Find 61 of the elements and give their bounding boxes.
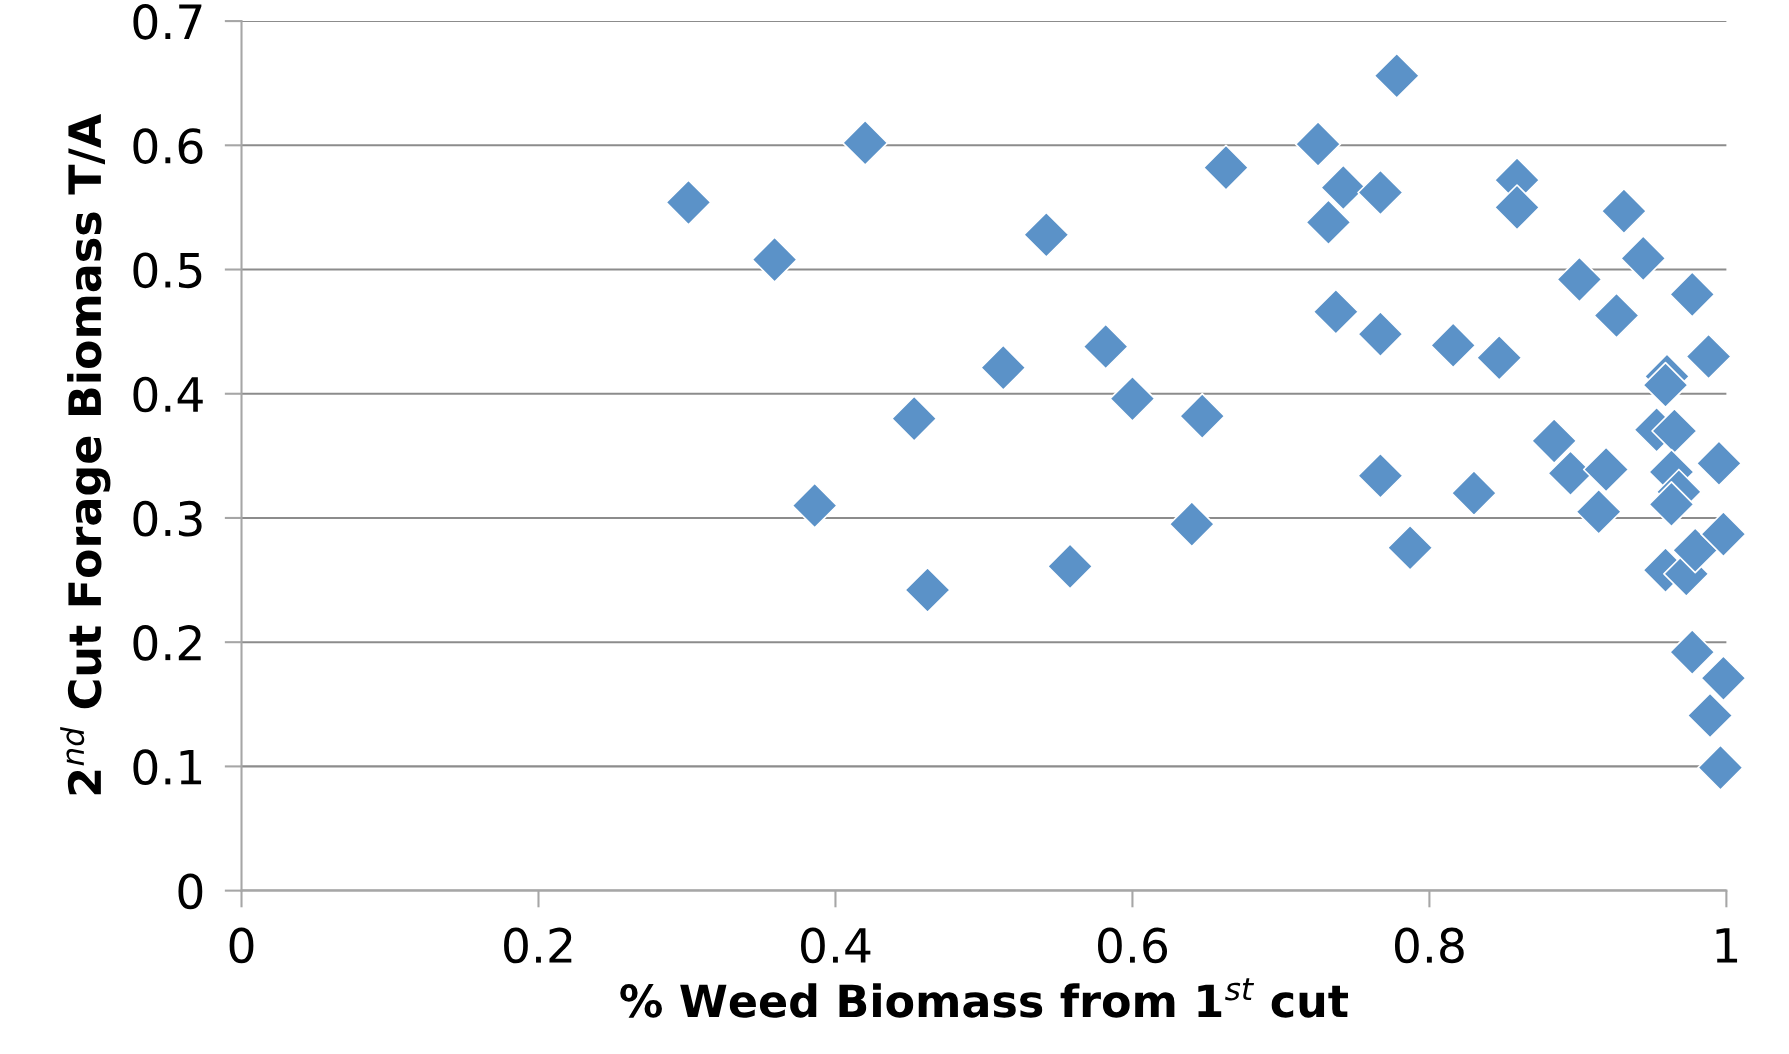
point (1023, 211, 1070, 258)
x-tick-label: 0.6 (1098, 927, 1168, 964)
point (1651, 407, 1698, 455)
point (1700, 654, 1747, 702)
x-tick-label: 0.2 (504, 927, 572, 964)
y-tick-label: 0.5 (133, 252, 202, 289)
point (1357, 310, 1404, 358)
point (1685, 333, 1732, 380)
x-tick-label: 0.4 (801, 927, 871, 964)
point (1697, 744, 1744, 791)
point (1475, 334, 1523, 381)
point (1593, 292, 1640, 339)
point (1695, 440, 1743, 487)
point (1357, 169, 1404, 216)
point (1312, 288, 1360, 335)
x-tick-label: 0 (229, 927, 254, 964)
point (1305, 199, 1352, 246)
y-tick-label: 0.2 (133, 625, 201, 661)
point (980, 344, 1027, 391)
y-tick-label: 0.1 (133, 749, 202, 786)
y-tick-label: 0.6 (133, 128, 203, 164)
point (1357, 452, 1404, 499)
point (1046, 543, 1094, 590)
x-tick-label: 1 (1716, 928, 1738, 963)
point (1648, 481, 1695, 528)
x-axis-title: % Weed Biomass from 1$^{st}$ cut (620, 978, 1348, 1018)
point (1600, 187, 1648, 235)
y-tick-label: 0 (178, 873, 203, 910)
y-axis-title: 2$^{nd}$ Cut Forage Biomass T/A (60, 114, 111, 795)
point (1168, 500, 1216, 548)
point (1669, 271, 1716, 318)
point (1620, 235, 1667, 282)
point (1642, 361, 1689, 409)
point (1202, 144, 1250, 191)
point (1109, 375, 1156, 422)
point (791, 482, 838, 529)
point (1686, 692, 1734, 739)
point (1700, 510, 1747, 558)
y-tick-label: 0.7 (133, 3, 202, 40)
point (1082, 323, 1129, 370)
point (1386, 524, 1434, 572)
point (1373, 52, 1420, 99)
point (1556, 256, 1603, 303)
y-tick-label: 0.3 (133, 500, 202, 537)
point (1493, 184, 1541, 231)
x-tick-label: 0.8 (1394, 927, 1464, 964)
point (1429, 322, 1477, 369)
point (1575, 488, 1622, 535)
point (904, 566, 951, 614)
point (751, 236, 798, 283)
point (1450, 469, 1498, 517)
point (1582, 446, 1630, 493)
point (1669, 628, 1716, 676)
point (841, 119, 889, 167)
point (1178, 392, 1226, 440)
point (1671, 527, 1719, 574)
point (890, 395, 938, 442)
point (665, 179, 712, 226)
y-tick-label: 0.4 (133, 376, 203, 413)
point (1530, 417, 1578, 465)
point (1294, 120, 1342, 168)
